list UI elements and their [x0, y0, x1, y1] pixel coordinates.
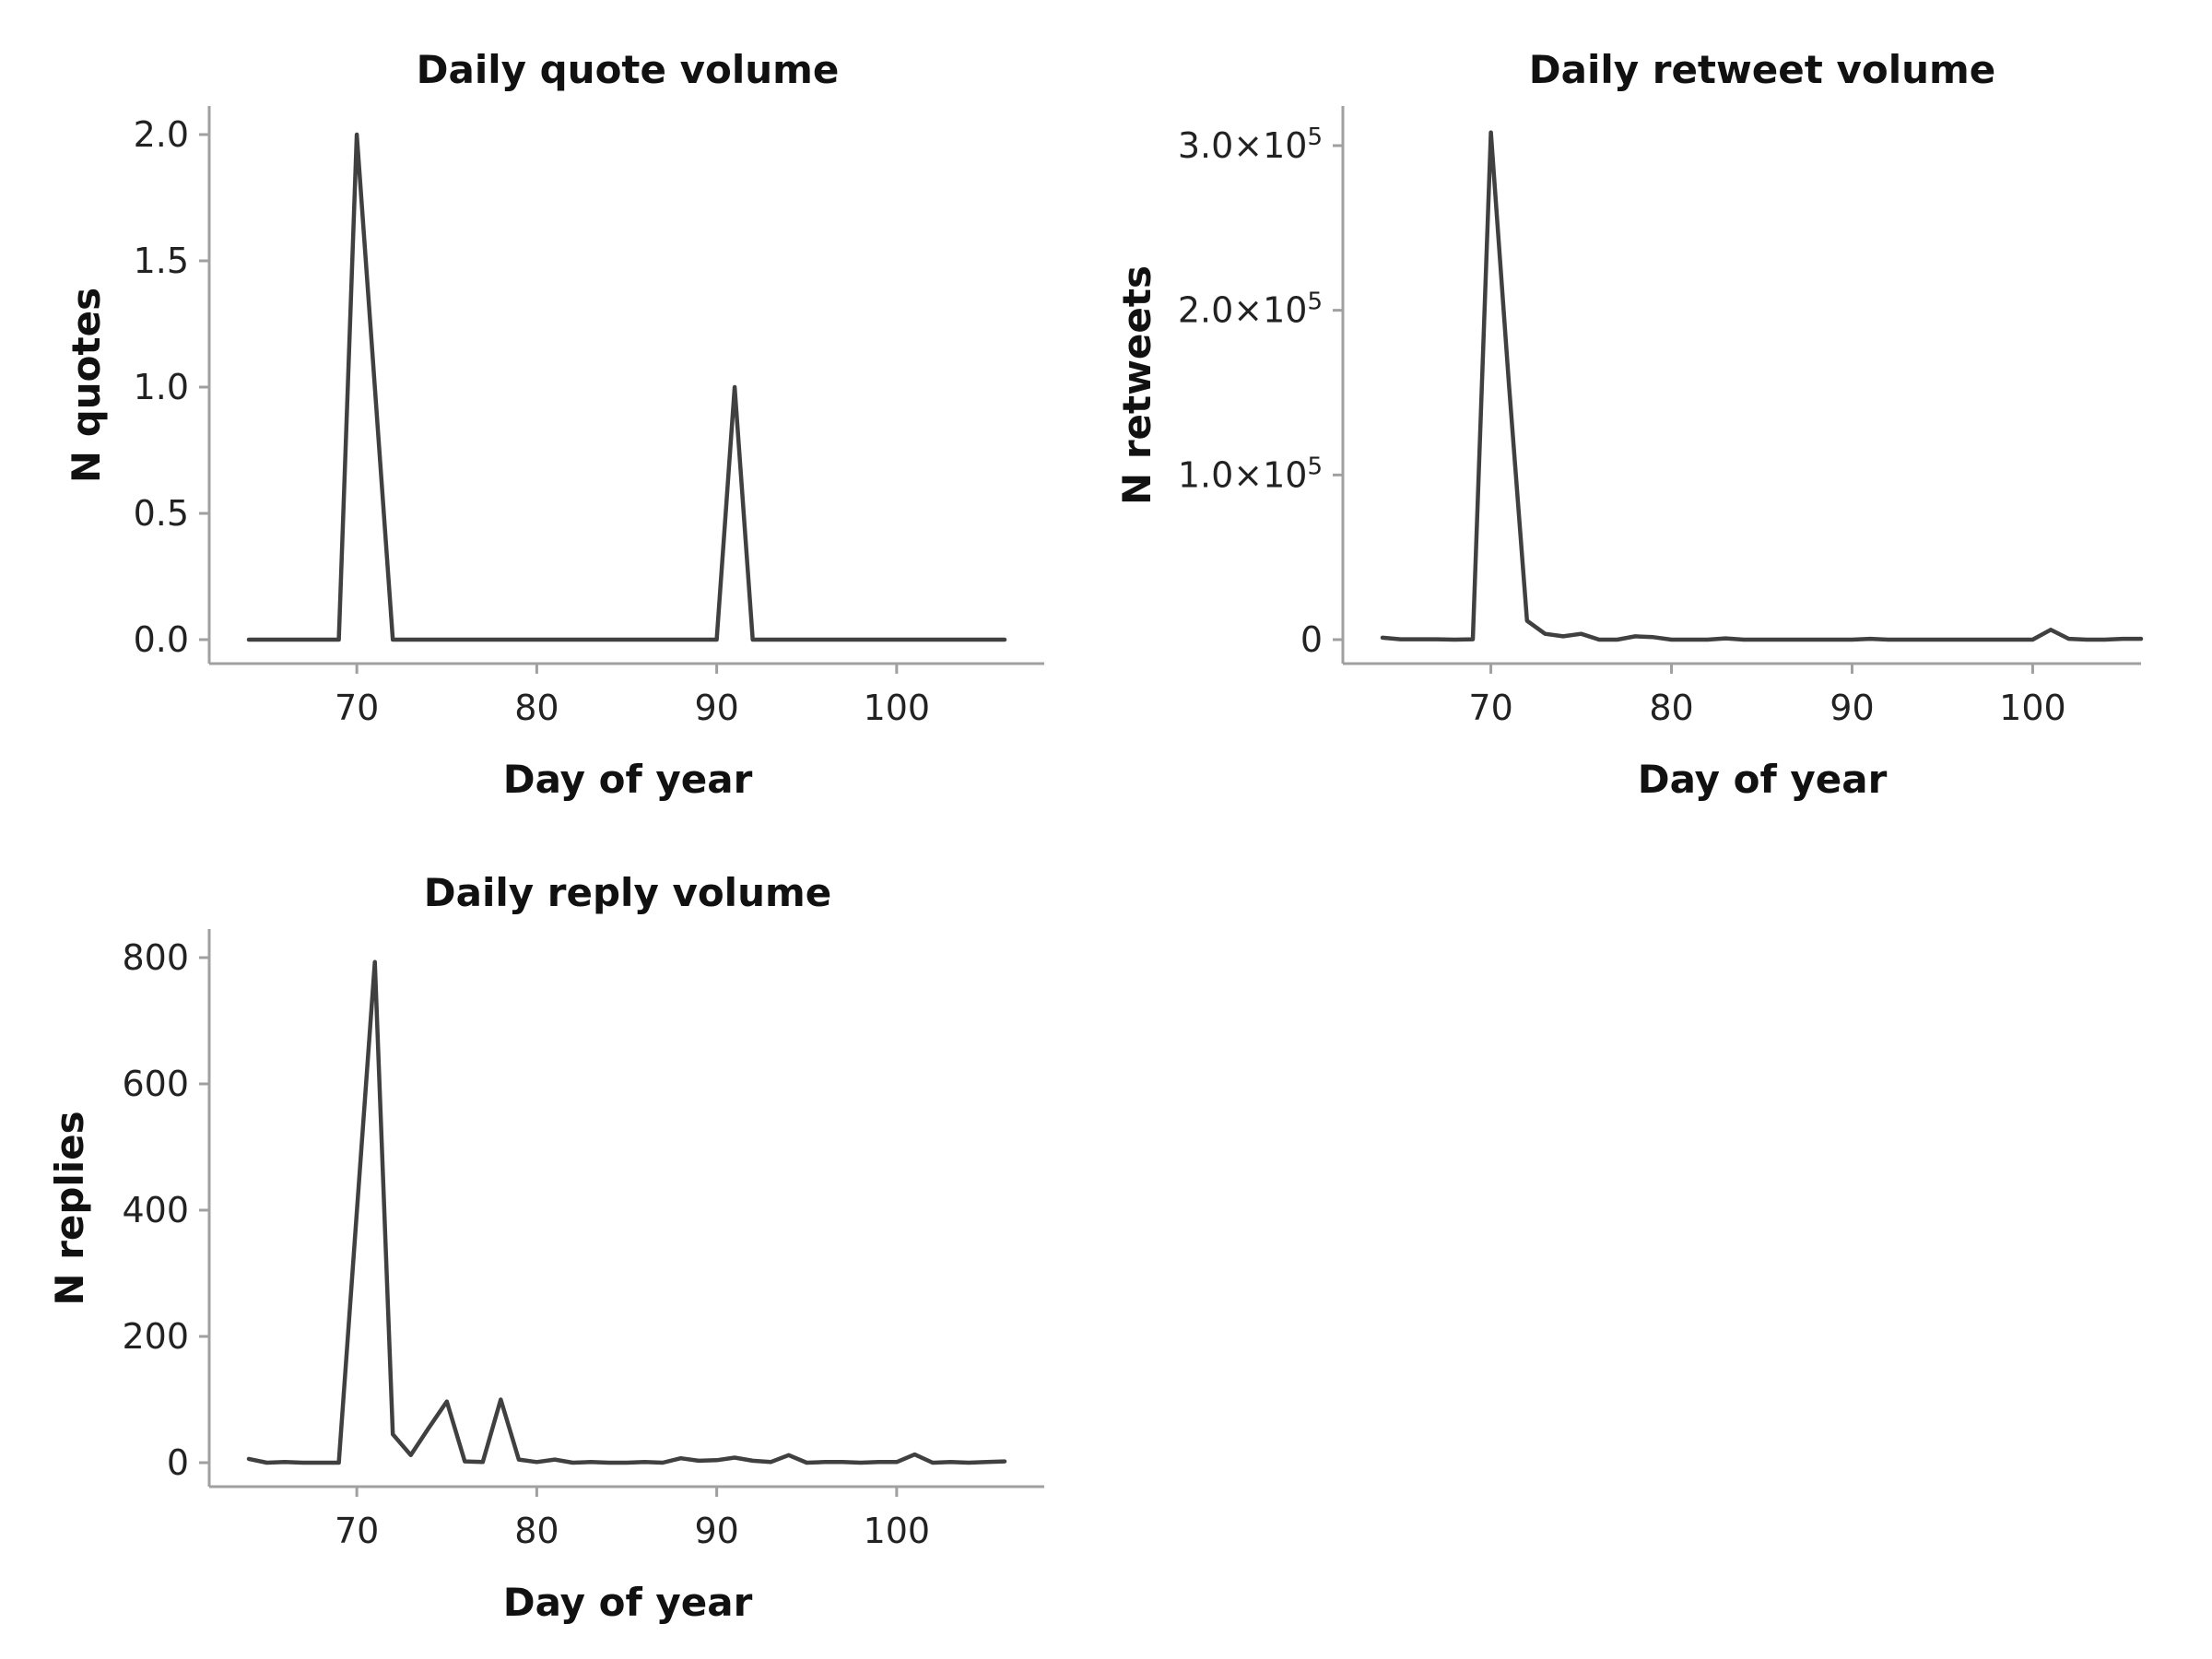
panel-quotes-title: Daily quote volume [417, 47, 840, 92]
quotes-series-line [246, 132, 1007, 642]
retweets-y-tick-label: 3.0×105 [1178, 124, 1323, 166]
replies-y-tick-label: 0 [167, 1442, 189, 1483]
quotes-x-tick-label: 90 [694, 688, 738, 728]
replies-x-tick-label: 100 [864, 1511, 931, 1551]
panel-replies-title: Daily reply volume [424, 870, 831, 915]
panel-retweets-ylabel: N retweets [1114, 265, 1159, 505]
quotes-x-tick-label: 80 [514, 688, 559, 728]
panel-replies: Daily reply volume Day of year N replies… [47, 870, 1044, 1625]
retweets-x-tick-label: 90 [1830, 688, 1874, 728]
panel-quotes-ylabel: N quotes [64, 288, 109, 483]
retweets-y-tick-label: 2.0×105 [1178, 288, 1323, 331]
replies-x-tick-label: 70 [335, 1511, 379, 1551]
quotes-y-tick-label: 2.0 [134, 114, 189, 155]
quotes-y-tick-label: 1.0 [134, 367, 189, 407]
replies-y-tick-label: 200 [122, 1316, 189, 1357]
quotes-y-tick-label: 0.0 [134, 619, 189, 660]
replies-y-tick-label: 400 [122, 1190, 189, 1230]
panel-replies-xlabel: Day of year [503, 1580, 753, 1625]
panel-replies-ylabel: N replies [47, 1111, 92, 1305]
replies-y-tick-label: 800 [122, 937, 189, 978]
quotes-x-tick-label: 70 [335, 688, 379, 728]
quotes-y-tick-label: 0.5 [134, 493, 189, 534]
quotes-y-tick-label: 1.5 [134, 241, 189, 281]
retweets-series-line [1380, 130, 2144, 642]
panel-retweets-xlabel: Day of year [1638, 757, 1888, 802]
replies-x-tick-label: 80 [514, 1511, 559, 1551]
replies-series-line [246, 959, 1007, 1465]
retweets-x-tick-label: 70 [1468, 688, 1512, 728]
quotes-x-tick-label: 100 [864, 688, 931, 728]
panel-quotes-xlabel: Day of year [503, 757, 753, 802]
retweets-x-tick-label: 80 [1649, 688, 1693, 728]
panel-retweets-title: Daily retweet volume [1529, 47, 1996, 92]
retweets-y-tick-label: 0 [1300, 619, 1323, 660]
replies-y-tick-label: 600 [122, 1064, 189, 1104]
panel-retweets: Daily retweet volume Day of year N retwe… [1114, 47, 2144, 802]
retweets-x-tick-label: 100 [1999, 688, 2066, 728]
replies-x-tick-label: 90 [694, 1511, 738, 1551]
retweets-y-tick-label: 1.0×105 [1178, 453, 1323, 495]
panel-quotes: Daily quote volume Day of year N quotes … [64, 47, 1044, 802]
